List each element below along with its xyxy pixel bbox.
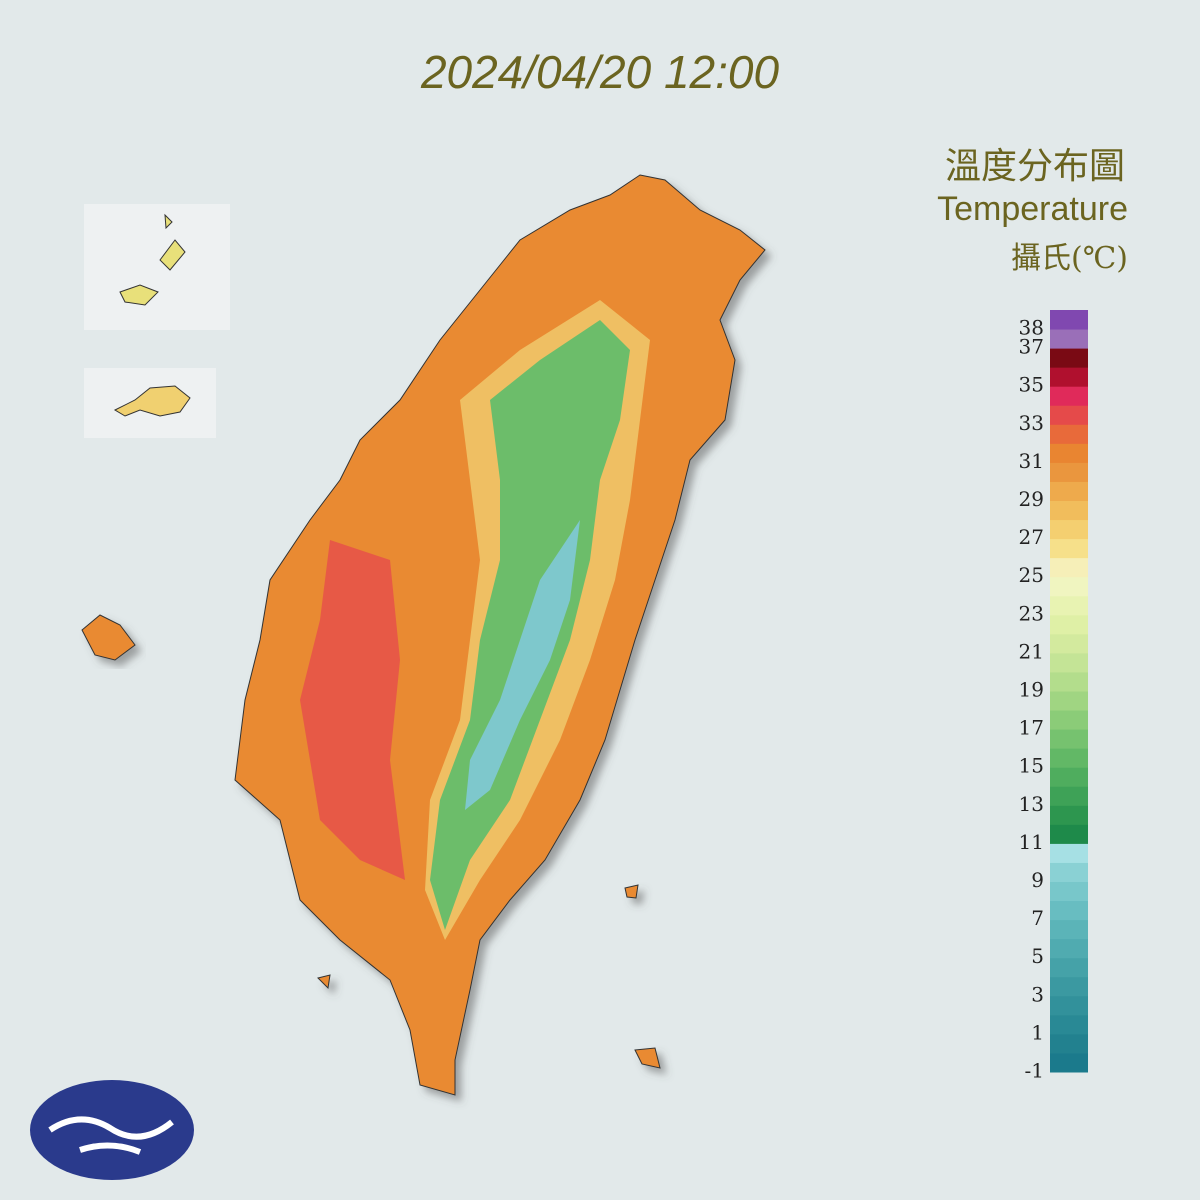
legend-swatch — [1050, 481, 1088, 501]
legend-swatch — [1050, 329, 1088, 349]
legend-tick-label: 9 — [1031, 868, 1044, 892]
legend-swatch — [1050, 957, 1088, 978]
legend-swatch — [1050, 557, 1088, 578]
legend-tick-label: 5 — [1031, 944, 1044, 968]
legend-tick-label: 11 — [1019, 830, 1044, 854]
legend-swatch — [1050, 748, 1088, 768]
legend-swatch — [1050, 576, 1088, 597]
legend-swatch — [1050, 691, 1088, 711]
legend-swatch — [1050, 1014, 1088, 1035]
legend-swatch — [1050, 881, 1088, 902]
legend-swatch — [1050, 462, 1088, 482]
legend-tick-label: 29 — [1019, 487, 1044, 511]
logo-cloud — [48, 1116, 174, 1155]
legend-swatch — [1050, 538, 1088, 559]
legend-tick-label: 3 — [1031, 982, 1044, 1006]
island — [317, 884, 661, 1069]
legend-swatch — [1050, 786, 1088, 806]
island — [81, 614, 136, 661]
legend-unit: 攝氏(℃) — [1011, 241, 1128, 276]
legend-tick-label: 33 — [1019, 411, 1044, 435]
legend-swatch — [1050, 995, 1088, 1016]
legend-swatch — [1050, 710, 1088, 730]
island — [119, 213, 186, 306]
legend-tick-label: 31 — [1019, 449, 1044, 473]
legend-swatch — [1050, 519, 1088, 540]
legend-swatch — [1050, 900, 1088, 921]
legend-swatch — [1050, 500, 1088, 521]
island — [113, 385, 191, 417]
legend-swatch — [1050, 767, 1088, 787]
legend-tick-label: 21 — [1019, 639, 1044, 663]
legend-swatch — [1050, 843, 1088, 863]
legend-swatch — [1050, 633, 1088, 654]
legend-swatch — [1050, 386, 1088, 406]
legend-tick-label: 38 — [1019, 316, 1044, 340]
legend-swatch — [1050, 310, 1088, 330]
legend-swatch — [1050, 862, 1088, 882]
legend-tick-label: 27 — [1019, 525, 1044, 549]
legend-swatch — [1050, 824, 1088, 844]
legend-swatch — [1050, 671, 1088, 692]
hot-area — [300, 540, 405, 880]
legend-tick-label: 19 — [1019, 678, 1044, 702]
legend-tick-label: 7 — [1031, 906, 1044, 930]
legend-swatch — [1050, 805, 1088, 825]
legend-swatch — [1050, 405, 1088, 425]
legend-swatch — [1050, 443, 1088, 463]
inset-box — [84, 204, 230, 330]
timestamp: 2024/04/20 12:00 — [420, 46, 780, 98]
legend-swatch — [1050, 348, 1088, 368]
legend-subtitle: Temperature — [937, 190, 1128, 228]
legend-tick-label: 37 — [1019, 335, 1044, 359]
legend-swatch — [1050, 1033, 1088, 1054]
legend-tick-label: 13 — [1019, 792, 1044, 816]
legend-swatch — [1050, 976, 1088, 997]
legend-tick-label: 25 — [1019, 563, 1044, 587]
peaks — [465, 520, 580, 810]
logo — [30, 1080, 194, 1180]
legend-swatch — [1050, 595, 1088, 616]
legend-tick-label: 17 — [1019, 716, 1044, 740]
legend-swatch — [1050, 919, 1088, 940]
legend-title: 溫度分布圖 — [945, 146, 1125, 187]
legend-swatch — [1050, 729, 1088, 749]
legend-tick-label: 1 — [1031, 1020, 1044, 1044]
legend-swatch — [1050, 652, 1088, 673]
legend-swatch — [1050, 424, 1088, 444]
legend-tick-label: 35 — [1019, 373, 1044, 397]
legend-tick-label: -1 — [1025, 1059, 1044, 1083]
legend-swatch — [1050, 1052, 1088, 1073]
legend-swatch — [1050, 367, 1088, 387]
legend-swatch — [1050, 938, 1088, 959]
legend-tick-label: 15 — [1019, 754, 1044, 778]
legend-tick-label: 23 — [1019, 601, 1044, 625]
legend-swatch — [1050, 614, 1088, 635]
